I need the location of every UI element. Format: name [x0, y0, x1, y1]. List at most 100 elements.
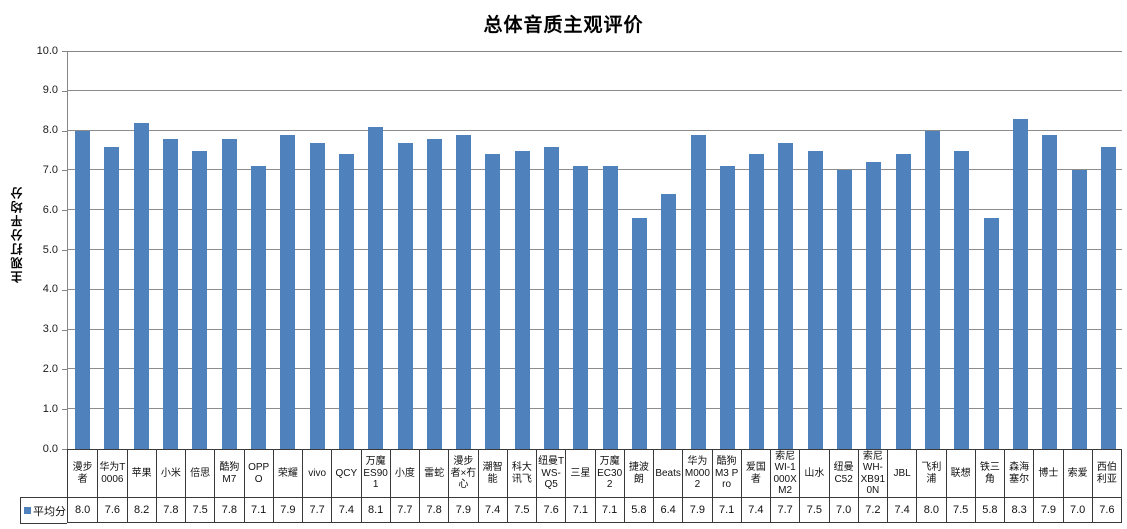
y-tick-label: 7.0 [42, 163, 58, 176]
bar-小度 [397, 142, 413, 449]
category-label: Beats [653, 450, 682, 497]
category-label: vivo [302, 450, 331, 497]
value-cell: 7.1 [243, 498, 273, 522]
bar-索尼WI-1000XM2 [778, 142, 794, 449]
bar-vivo [309, 142, 325, 449]
bar-小米 [163, 138, 179, 449]
bar-荣耀 [280, 134, 296, 449]
category-label: QCY [331, 450, 360, 497]
value-cell: 7.1 [594, 498, 624, 522]
y-tick-label: 10.0 [36, 44, 58, 57]
y-tick-mark [62, 51, 67, 52]
y-tick-mark [62, 170, 67, 172]
gridline [68, 129, 1122, 131]
category-label: 联想 [945, 450, 975, 497]
y-tick-mark [62, 210, 67, 212]
value-cell: 7.4 [887, 498, 916, 522]
value-cell: 7.4 [331, 498, 360, 522]
value-cell: 7.9 [272, 498, 302, 522]
y-axis-title: 主观打分平均分 [10, 185, 24, 283]
value-cell: 8.2 [126, 498, 156, 522]
value-row: 8.0 7.6 8.2 7.8 7.5 7.8 7.1 7.9 7.7 7.4 8.1 7.7 7.8 7… [68, 497, 1121, 522]
gridline [68, 408, 1122, 410]
category-header-row: 漫步者 华为T0006 苹果 小米 倍思 酷狗M7 OPPO 荣耀 vivo QCY 万魔ES901… [68, 450, 1121, 497]
category-label: 潮智能 [477, 450, 507, 497]
bar-万魔EC302 [602, 166, 618, 449]
y-tick-mark [62, 369, 67, 371]
gridline [68, 249, 1122, 250]
bar-漫步者 [75, 130, 91, 449]
y-tick-mark [62, 409, 67, 411]
value-cell: 7.4 [740, 498, 770, 522]
gridline [68, 209, 1122, 211]
gridline [68, 368, 1122, 370]
y-tick-mark [62, 250, 67, 251]
category-label: 捷波朗 [623, 450, 653, 497]
bar-倍思 [192, 150, 208, 449]
value-cell: 7.8 [419, 498, 448, 522]
category-label: 森海塞尔 [1004, 450, 1033, 497]
bar-酷狗M7 [221, 138, 237, 449]
category-label: 科大讯飞 [506, 450, 536, 497]
category-label: 索尼WH-XB910N [857, 450, 887, 497]
data-table: 漫步者 华为T0006 苹果 小米 倍思 酷狗M7 OPPO 荣耀 vivo QCY 万魔ES901… [67, 449, 1122, 523]
bar-西伯利亚 [1100, 146, 1116, 449]
y-tick-label: 8.0 [42, 124, 58, 137]
value-cell: 8.1 [360, 498, 390, 522]
value-cell: 7.0 [828, 498, 858, 522]
bar-华为T0006 [104, 146, 120, 449]
y-tick-mark [62, 90, 67, 92]
category-label: 山水 [799, 450, 828, 497]
bar-博士 [1042, 134, 1058, 449]
category-label: 苹果 [126, 450, 156, 497]
value-cell: 7.6 [97, 498, 126, 522]
value-cell: 7.4 [477, 498, 507, 522]
bar-飞利浦 [925, 130, 940, 449]
bar-酷狗M3 Pro [719, 166, 735, 449]
category-label: 纽曼C52 [828, 450, 858, 497]
y-tick-mark [62, 449, 67, 450]
y-tick-label: 1.0 [42, 402, 58, 415]
category-label: 华为T0006 [97, 450, 126, 497]
value-cell: 7.9 [1033, 498, 1062, 522]
gridline [68, 169, 1122, 171]
category-label: 酷狗M3 Pro [711, 450, 741, 497]
bar-雷蛇 [426, 138, 442, 449]
category-label: 漫步者×冇心 [448, 450, 477, 497]
legend-label: 平均分 [33, 505, 66, 518]
category-label: 倍思 [185, 450, 214, 497]
bar-潮智能 [485, 154, 501, 449]
value-cell: 7.9 [682, 498, 711, 522]
y-tick-mark [62, 329, 67, 331]
value-cell: 7.8 [214, 498, 243, 522]
category-label: 酷狗M7 [214, 450, 243, 497]
category-label: 纽曼TWS-Q5 [536, 450, 565, 497]
value-cell: 7.5 [506, 498, 536, 522]
value-cell: 7.8 [155, 498, 185, 522]
y-tick-label: 6.0 [42, 203, 58, 216]
value-cell: 7.7 [302, 498, 331, 522]
value-cell: 8.0 [916, 498, 945, 522]
bar-纽曼C52 [837, 170, 853, 449]
value-cell: 7.6 [536, 498, 565, 522]
value-cell: 8.0 [74, 504, 91, 516]
y-tick-label: 4.0 [42, 283, 58, 296]
chart-title: 总体音质主观评价 [483, 14, 644, 36]
bar-万魔ES901 [368, 126, 384, 449]
value-cell: 7.0 [1062, 498, 1092, 522]
category-label: 铁三角 [974, 450, 1004, 497]
category-label: 荣耀 [272, 450, 302, 497]
category-label: 博士 [1033, 450, 1062, 497]
bar-纽曼TWS-Q5 [544, 146, 560, 449]
value-cell: 7.5 [799, 498, 828, 522]
category-label: 索爱 [1062, 450, 1092, 497]
bar-联想 [954, 150, 970, 449]
bar-QCY [338, 154, 354, 449]
bar-科大讯飞 [514, 150, 530, 449]
y-tick-label: 5.0 [42, 243, 58, 256]
category-label: 漫步者 [72, 462, 93, 485]
category-label: 西伯利亚 [1091, 450, 1121, 497]
value-cell: 5.8 [974, 498, 1004, 522]
value-cell: 7.5 [945, 498, 975, 522]
bar-华为M0002 [690, 134, 706, 449]
